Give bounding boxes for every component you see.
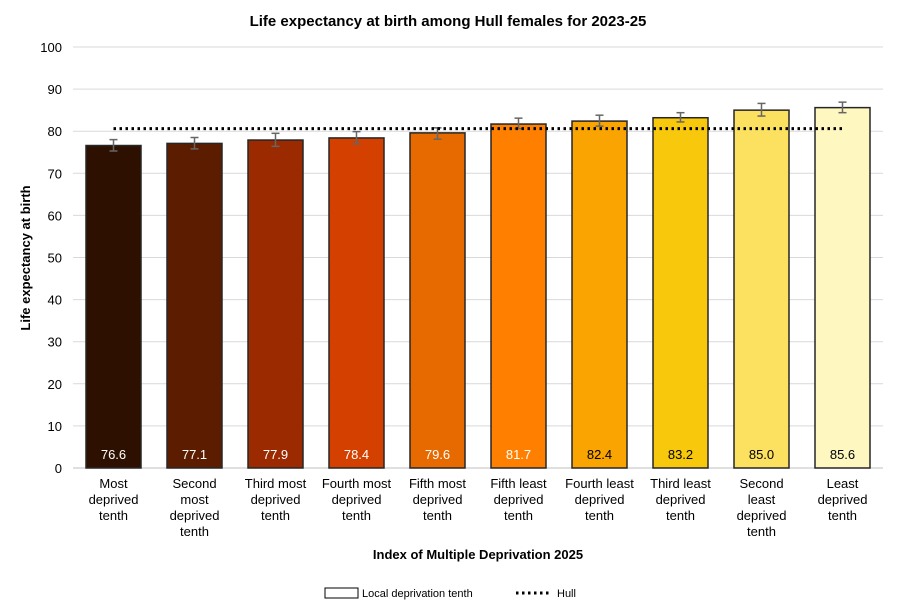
x-tick-label: Second most deprived tenth	[170, 476, 220, 539]
legend-label-local: Local deprivation tenth	[362, 588, 473, 600]
x-tick-label: Fifth least deprived tenth	[490, 476, 547, 523]
y-tick-label: 30	[48, 335, 62, 350]
bar	[814, 106, 871, 469]
legend-label-hull: Hull	[557, 588, 576, 600]
data-label: 77.1	[182, 447, 207, 462]
y-axis-label: Life expectancy at birth	[18, 185, 33, 330]
bar	[652, 116, 709, 469]
x-tick-label: Third most deprived tenth	[245, 476, 307, 523]
bar	[166, 142, 223, 469]
data-label: 85.6	[830, 447, 855, 462]
data-label: 82.4	[587, 447, 612, 462]
x-tick-label: Fourth most deprived tenth	[322, 476, 392, 523]
bar	[733, 109, 790, 469]
x-tick-label: Third least deprived tenth	[650, 476, 711, 523]
y-tick-label: 40	[48, 293, 62, 308]
y-tick-label: 50	[48, 251, 62, 266]
chart-title: Life expectancy at birth among Hull fema…	[250, 13, 647, 30]
y-tick-label: 20	[48, 377, 62, 392]
y-tick-label: 70	[48, 166, 62, 181]
data-label: 77.9	[263, 447, 288, 462]
y-tick-label: 60	[48, 208, 62, 223]
bar	[571, 120, 628, 469]
x-tick-label: Fourth least deprived tenth	[565, 476, 634, 523]
y-tick-label: 10	[48, 419, 62, 434]
data-label: 85.0	[749, 447, 774, 462]
x-tick-label: Most deprived tenth	[89, 476, 139, 523]
data-label: 81.7	[506, 447, 531, 462]
data-label: 83.2	[668, 447, 693, 462]
y-tick-label: 100	[40, 40, 62, 55]
bar	[409, 132, 466, 469]
data-label: 78.4	[344, 447, 369, 462]
bar	[328, 137, 385, 469]
y-tick-label: 90	[48, 82, 62, 97]
legend-swatch-local	[324, 587, 359, 599]
legend: Local deprivation tenth Hull	[324, 587, 576, 600]
bar	[490, 123, 547, 469]
y-tick-label: 80	[48, 124, 62, 139]
data-label: 79.6	[425, 447, 450, 462]
y-tick-label: 0	[55, 461, 62, 476]
bar	[85, 144, 142, 469]
x-tick-label: Second least deprived tenth	[737, 476, 787, 539]
x-tick-label: Fifth most deprived tenth	[409, 476, 466, 523]
x-tick-label: Least deprived tenth	[818, 476, 868, 523]
data-label: 76.6	[101, 447, 126, 462]
bar	[247, 139, 304, 469]
x-axis-label: Index of Multiple Deprivation 2025	[373, 547, 583, 562]
